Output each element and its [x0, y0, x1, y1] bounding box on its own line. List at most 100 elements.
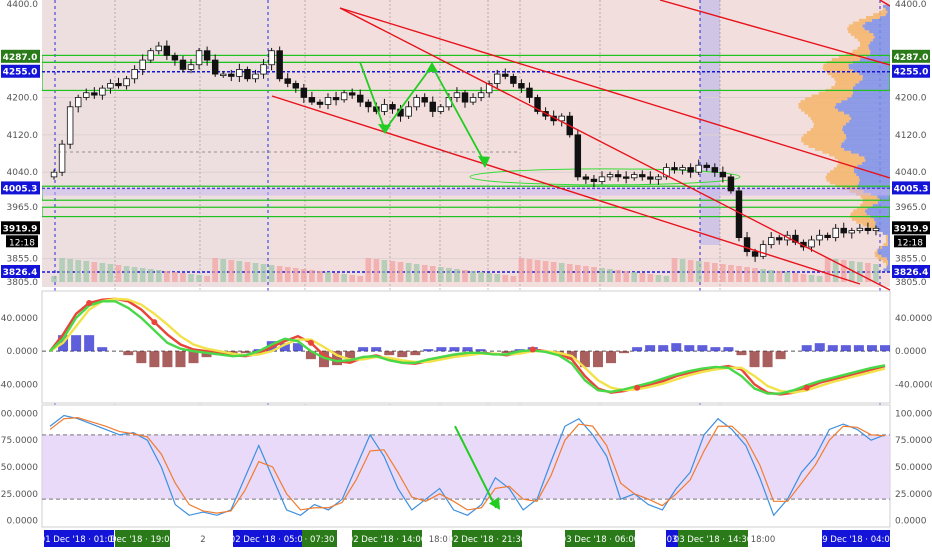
- volume-bar: [535, 260, 541, 282]
- volume-bar: [212, 258, 218, 282]
- volume-profile-bar: [866, 16, 880, 19]
- stochastic-tick-left: 75.0000: [1, 436, 38, 446]
- histogram-bar: [463, 347, 473, 351]
- volume-bar: [511, 276, 517, 282]
- volume-profile-bar: [880, 16, 890, 19]
- volume-profile-bar: [886, 8, 890, 11]
- histogram-bar: [71, 335, 81, 351]
- stochastic-tick-left: 0.0000: [7, 517, 39, 527]
- volume-bar: [760, 269, 766, 282]
- price-shade-left: [42, 0, 272, 287]
- volume-profile-bar: [801, 139, 844, 142]
- candle-body: [212, 60, 218, 74]
- momentum-tick-right: -40.0000: [895, 380, 932, 390]
- volume-profile-bar: [859, 80, 890, 83]
- histogram-bar: [371, 347, 381, 351]
- candle-body: [833, 228, 839, 237]
- candle-body: [285, 79, 291, 84]
- volume-bar: [108, 264, 114, 282]
- volume-profile-bar: [849, 114, 890, 117]
- volume-bar: [196, 275, 202, 282]
- volume-bar: [148, 269, 154, 282]
- candle-body: [293, 83, 299, 88]
- left-price-tick: 4120.0: [7, 131, 39, 141]
- candle-body: [67, 107, 73, 144]
- candle-body: [470, 97, 476, 102]
- volume-profile-bar: [878, 249, 890, 252]
- volume-profile-bar: [838, 159, 866, 162]
- volume-profile-bar: [886, 237, 888, 240]
- volume-profile-bar: [832, 58, 860, 61]
- volume-profile-bar: [853, 92, 890, 95]
- volume-bar: [607, 269, 613, 282]
- volume-bar: [293, 268, 299, 282]
- volume-bar: [543, 261, 549, 282]
- candle-body: [309, 97, 315, 102]
- volume-profile-bar: [886, 13, 890, 16]
- candle-body: [325, 97, 331, 104]
- volume-profile-bar: [844, 139, 890, 142]
- candle-body: [639, 175, 645, 177]
- left-price-tick: 4040.0: [7, 168, 39, 178]
- volume-bar: [75, 260, 81, 282]
- volume-bar: [680, 259, 686, 282]
- volume-bar: [357, 276, 363, 282]
- volume-profile-bar: [831, 86, 853, 89]
- volume-profile-bar: [878, 229, 890, 232]
- right-price-tick: 4040.0: [895, 168, 927, 178]
- candle-body: [768, 238, 774, 245]
- volume-profile-bar: [859, 19, 872, 22]
- candle-body: [680, 168, 686, 170]
- price-label: 4255.0: [3, 68, 38, 78]
- volume-profile-bar: [808, 114, 849, 117]
- momentum-pane[interactable]: [42, 291, 890, 403]
- volume-profile-bar: [847, 97, 890, 100]
- volume-profile-bar: [870, 41, 890, 44]
- volume-profile-bar: [880, 246, 882, 249]
- momentum-tick-left: 0.0000: [7, 347, 39, 357]
- candle-body: [494, 74, 500, 83]
- volume-bar: [253, 263, 259, 282]
- candle-body: [406, 107, 412, 116]
- volume-profile-bar: [804, 142, 842, 145]
- volume-bar: [237, 261, 243, 282]
- volume-bar: [59, 258, 65, 282]
- candle-body: [744, 238, 750, 252]
- volume-profile-bar: [857, 165, 890, 168]
- left-price-tick: 3855.0: [7, 255, 39, 265]
- volume-profile-bar: [811, 95, 851, 98]
- right-price-tick: 3805.0: [895, 278, 927, 288]
- volume-profile-bar: [846, 137, 890, 140]
- volume-profile-bar: [799, 106, 835, 109]
- volume-profile-bar: [862, 162, 890, 165]
- candle-body: [422, 97, 428, 102]
- right-price-tick: 4200.0: [895, 93, 927, 103]
- volume-bar: [430, 266, 436, 282]
- volume-bar: [728, 265, 734, 282]
- histogram-bar: [671, 343, 681, 351]
- volume-profile-bar: [877, 195, 890, 198]
- candle-body: [390, 104, 396, 109]
- histogram-bar: [175, 351, 185, 367]
- volume-profile-bar: [875, 36, 890, 39]
- price-label: 4287.0: [3, 53, 38, 63]
- volume-bar: [519, 258, 525, 282]
- volume-profile-bar: [875, 221, 890, 224]
- volume-bar: [188, 274, 194, 282]
- volume-profile-bar: [863, 78, 890, 81]
- stochastic-tick-right: 75.0000: [895, 436, 932, 446]
- histogram-bar: [162, 351, 172, 367]
- volume-bar: [720, 264, 726, 282]
- histogram-bar: [97, 347, 107, 351]
- histogram-bar: [84, 335, 94, 351]
- candle-body: [180, 60, 186, 69]
- signal-dot: [634, 385, 640, 391]
- candle-body: [704, 165, 710, 167]
- volume-bar: [486, 273, 492, 282]
- volume-profile-bar: [865, 22, 890, 25]
- histogram-bar: [880, 345, 890, 351]
- volume-profile-bar: [853, 22, 865, 25]
- volume-bar: [398, 262, 404, 282]
- stochastic-tick-left: 50.0000: [1, 463, 38, 473]
